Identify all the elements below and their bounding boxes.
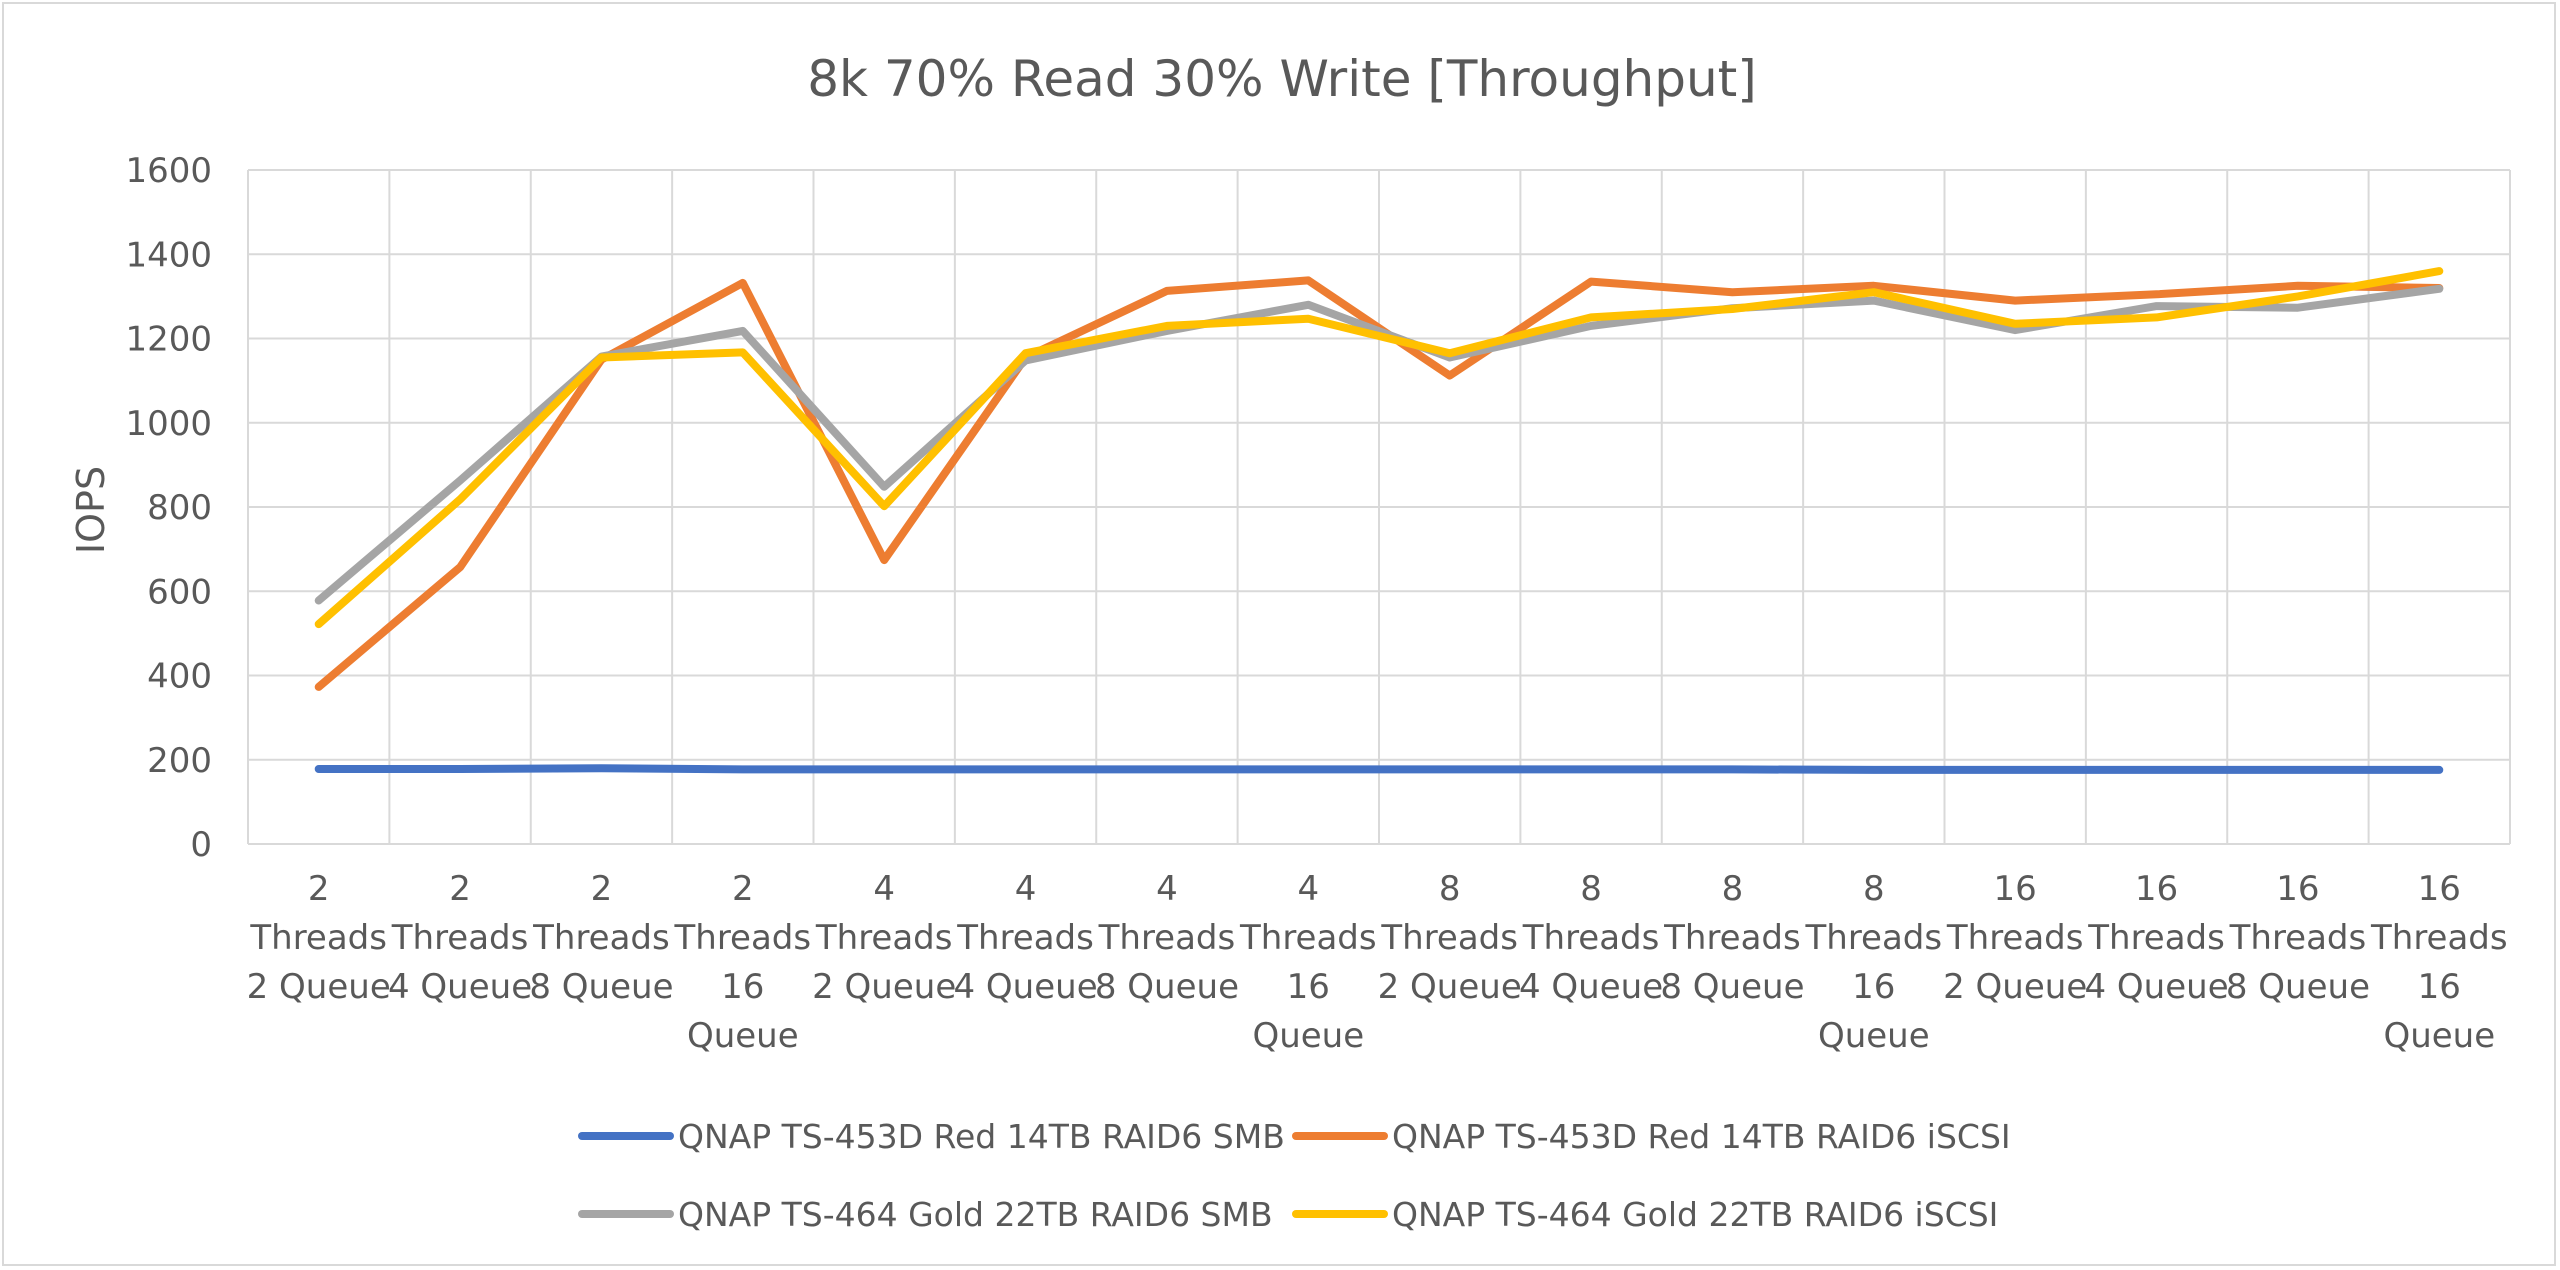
x-tick-label: 4 Threads 16 Queue [1239, 869, 1377, 1056]
gridlines [247, 169, 2511, 845]
y-tick-label: 1400 [125, 235, 212, 275]
x-tick-label: 8 Threads 8 Queue [1660, 869, 1804, 1007]
series-line [314, 267, 2444, 629]
y-tick-label: 1000 [125, 404, 212, 444]
x-tick-label: 2 Threads 4 Queue [388, 869, 532, 1007]
x-tick-label: 8 Threads 2 Queue [1378, 869, 1522, 1007]
x-tick-label: 4 Threads 2 Queue [812, 869, 956, 1007]
legend-item: QNAP TS-453D Red 14TB RAID6 iSCSI [1292, 1117, 2011, 1156]
legend-item: QNAP TS-464 Gold 22TB RAID6 SMB [578, 1195, 1273, 1234]
y-tick-label: 200 [147, 741, 212, 781]
chart-title: 8k 70% Read 30% Write [Throughput] [807, 50, 1757, 108]
y-tick-label: 1600 [125, 151, 212, 191]
y-tick-label: 600 [147, 572, 212, 612]
x-tick-label: 2 Threads 8 Queue [529, 869, 673, 1007]
y-axis-ticks: 0 200 400 600 800 1000 1200 1400 1600 [125, 151, 212, 865]
x-tick-label: 4 Threads 8 Queue [1095, 869, 1239, 1007]
series-lines [314, 267, 2444, 774]
y-tick-label: 400 [147, 657, 212, 697]
legend-label: QNAP TS-464 Gold 22TB RAID6 iSCSI [1392, 1195, 1998, 1234]
y-tick-label: 0 [190, 825, 212, 865]
legend-label: QNAP TS-453D Red 14TB RAID6 iSCSI [1392, 1117, 2011, 1156]
line-chart: 8k 70% Read 30% Write [Throughput] 0 200 4… [69, 50, 2511, 1234]
x-tick-label: 4 Threads 4 Queue [953, 869, 1097, 1007]
x-tick-label: 16 Threads 4 Queue [2084, 869, 2228, 1007]
x-tick-label: 16 Threads 8 Queue [2226, 869, 2370, 1007]
legend-label: QNAP TS-453D Red 14TB RAID6 SMB [678, 1117, 1285, 1156]
x-tick-label: 2 Threads 2 Queue [247, 869, 391, 1007]
series-line [314, 764, 2444, 774]
y-tick-label: 1200 [125, 320, 212, 360]
legend-item: QNAP TS-453D Red 14TB RAID6 SMB [578, 1117, 1285, 1156]
x-tick-label: 8 Threads 4 Queue [1519, 869, 1663, 1007]
y-tick-label: 800 [147, 488, 212, 528]
x-tick-label: 2 Threads 16 Queue [674, 869, 812, 1056]
y-axis-title: IOPS [69, 466, 113, 554]
legend-label: QNAP TS-464 Gold 22TB RAID6 SMB [678, 1195, 1273, 1234]
legend-item: QNAP TS-464 Gold 22TB RAID6 iSCSI [1292, 1195, 1998, 1234]
x-tick-label: 8 Threads 16 Queue [1805, 869, 1943, 1056]
x-tick-label: 16 Threads 2 Queue [1943, 869, 2087, 1007]
x-tick-label: 16 Threads 16 Queue [2370, 869, 2508, 1056]
legend: QNAP TS-453D Red 14TB RAID6 SMB QNAP TS-4… [578, 1117, 2011, 1234]
